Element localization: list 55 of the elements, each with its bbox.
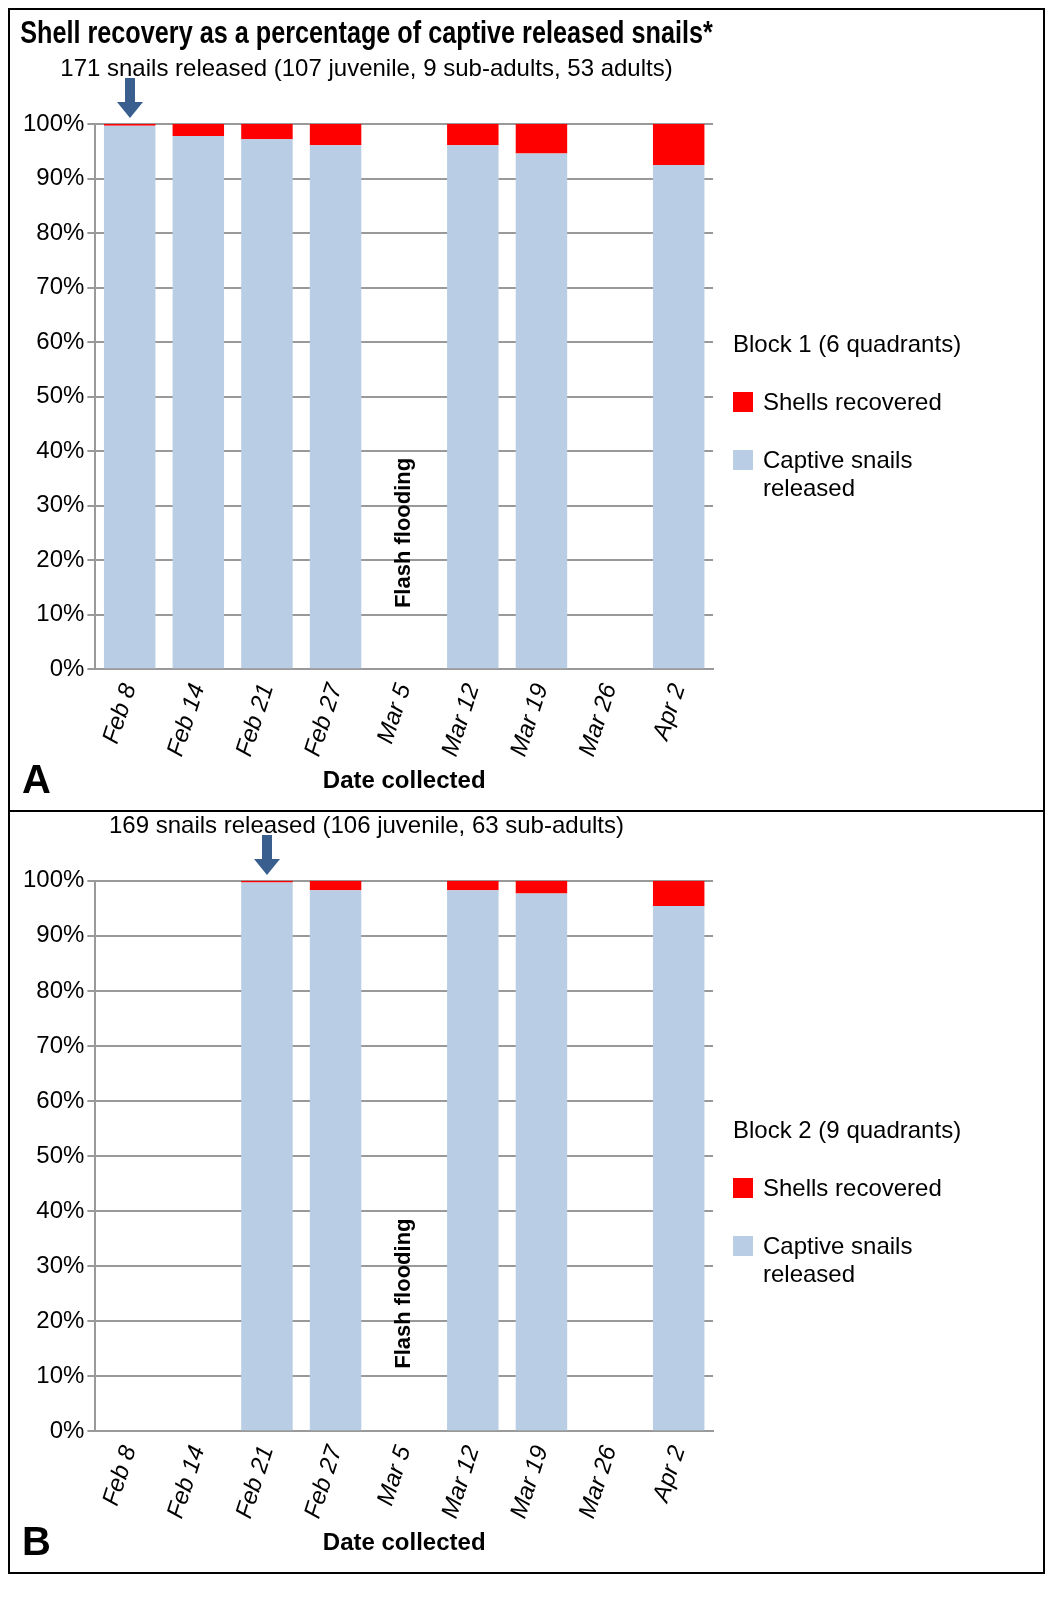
y-tick-label: 40% [36,435,85,463]
y-tick-label: 30% [36,490,85,518]
y-tick-label: 100% [22,108,85,136]
y-tick-label: 90% [36,163,85,191]
x-tick-label: Mar 12 [435,1441,484,1522]
x-tick-label: Feb 8 [96,679,141,747]
chart-subtitle: 171 snails released (107 juvenile, 9 sub-adults, 53 adults) [60,54,673,82]
y-tick-label: 30% [36,1250,85,1278]
y-tick-label: 0% [49,653,85,681]
legend-label: Shells recovered [763,388,943,416]
x-axis-title: Date collected [322,1528,486,1556]
annotation: Flash flooding [390,457,416,609]
x-tick-label: Feb 21 [229,1441,279,1522]
y-tick-label: 80% [36,217,85,245]
text: B [22,1519,51,1564]
x-tick-label: Feb 27 [297,1440,348,1522]
x-tick-label: Feb 21 [229,679,279,760]
x-tick-label: Mar 5 [370,679,416,747]
x-tick-label: Feb 14 [160,1441,210,1522]
y-tick-label: 60% [36,1085,85,1113]
legend-label: Captive snails released [763,1232,914,1288]
y-tick-label: 80% [36,975,85,1003]
y-tick-label: 20% [36,1305,85,1333]
x-tick-label: Mar 19 [503,1441,553,1522]
x-tick-label: Mar 26 [572,679,622,760]
x-tick-label: Mar 12 [435,679,484,760]
x-tick-label: Feb 14 [160,679,210,760]
x-tick-label: Mar 26 [572,1441,622,1522]
legend-label: Shells recovered [763,1174,943,1202]
x-tick-label: Feb 8 [96,1441,141,1509]
y-tick-label: 10% [36,599,85,627]
y-tick-label: 70% [36,272,85,300]
y-tick-label: 20% [36,544,85,572]
chart-title: Shell recovery as a percentage of captive released snails* [20,14,713,50]
y-tick-label: 50% [36,381,85,409]
y-tick-label: 60% [36,326,85,354]
legend-title: Block 1 (6 quadrants) [733,330,963,358]
y-tick-label: 0% [49,1415,85,1443]
y-tick-label: 90% [36,920,85,948]
y-tick-label: 10% [36,1360,85,1388]
legend-title: Block 2 (9 quadrants) [733,1116,963,1144]
x-tick-label: Mar 19 [503,679,553,760]
y-tick-label: 50% [36,1140,85,1168]
x-tick-label: Mar 5 [370,1441,416,1509]
y-tick-label: 40% [36,1195,85,1223]
legend-label: Captive snails released [763,446,914,502]
chart-subtitle: 169 snails released (106 juvenile, 63 sub-adults) [109,811,624,839]
text: A [22,757,51,802]
annotation: Flash flooding [390,1218,416,1369]
x-tick-label: Apr 2 [645,679,690,745]
y-tick-label: 100% [22,865,85,893]
y-tick-label: 70% [36,1030,85,1058]
x-tick-label: Apr 2 [645,1441,690,1507]
x-axis-title: Date collected [322,766,486,794]
x-tick-label: Feb 27 [297,678,348,760]
